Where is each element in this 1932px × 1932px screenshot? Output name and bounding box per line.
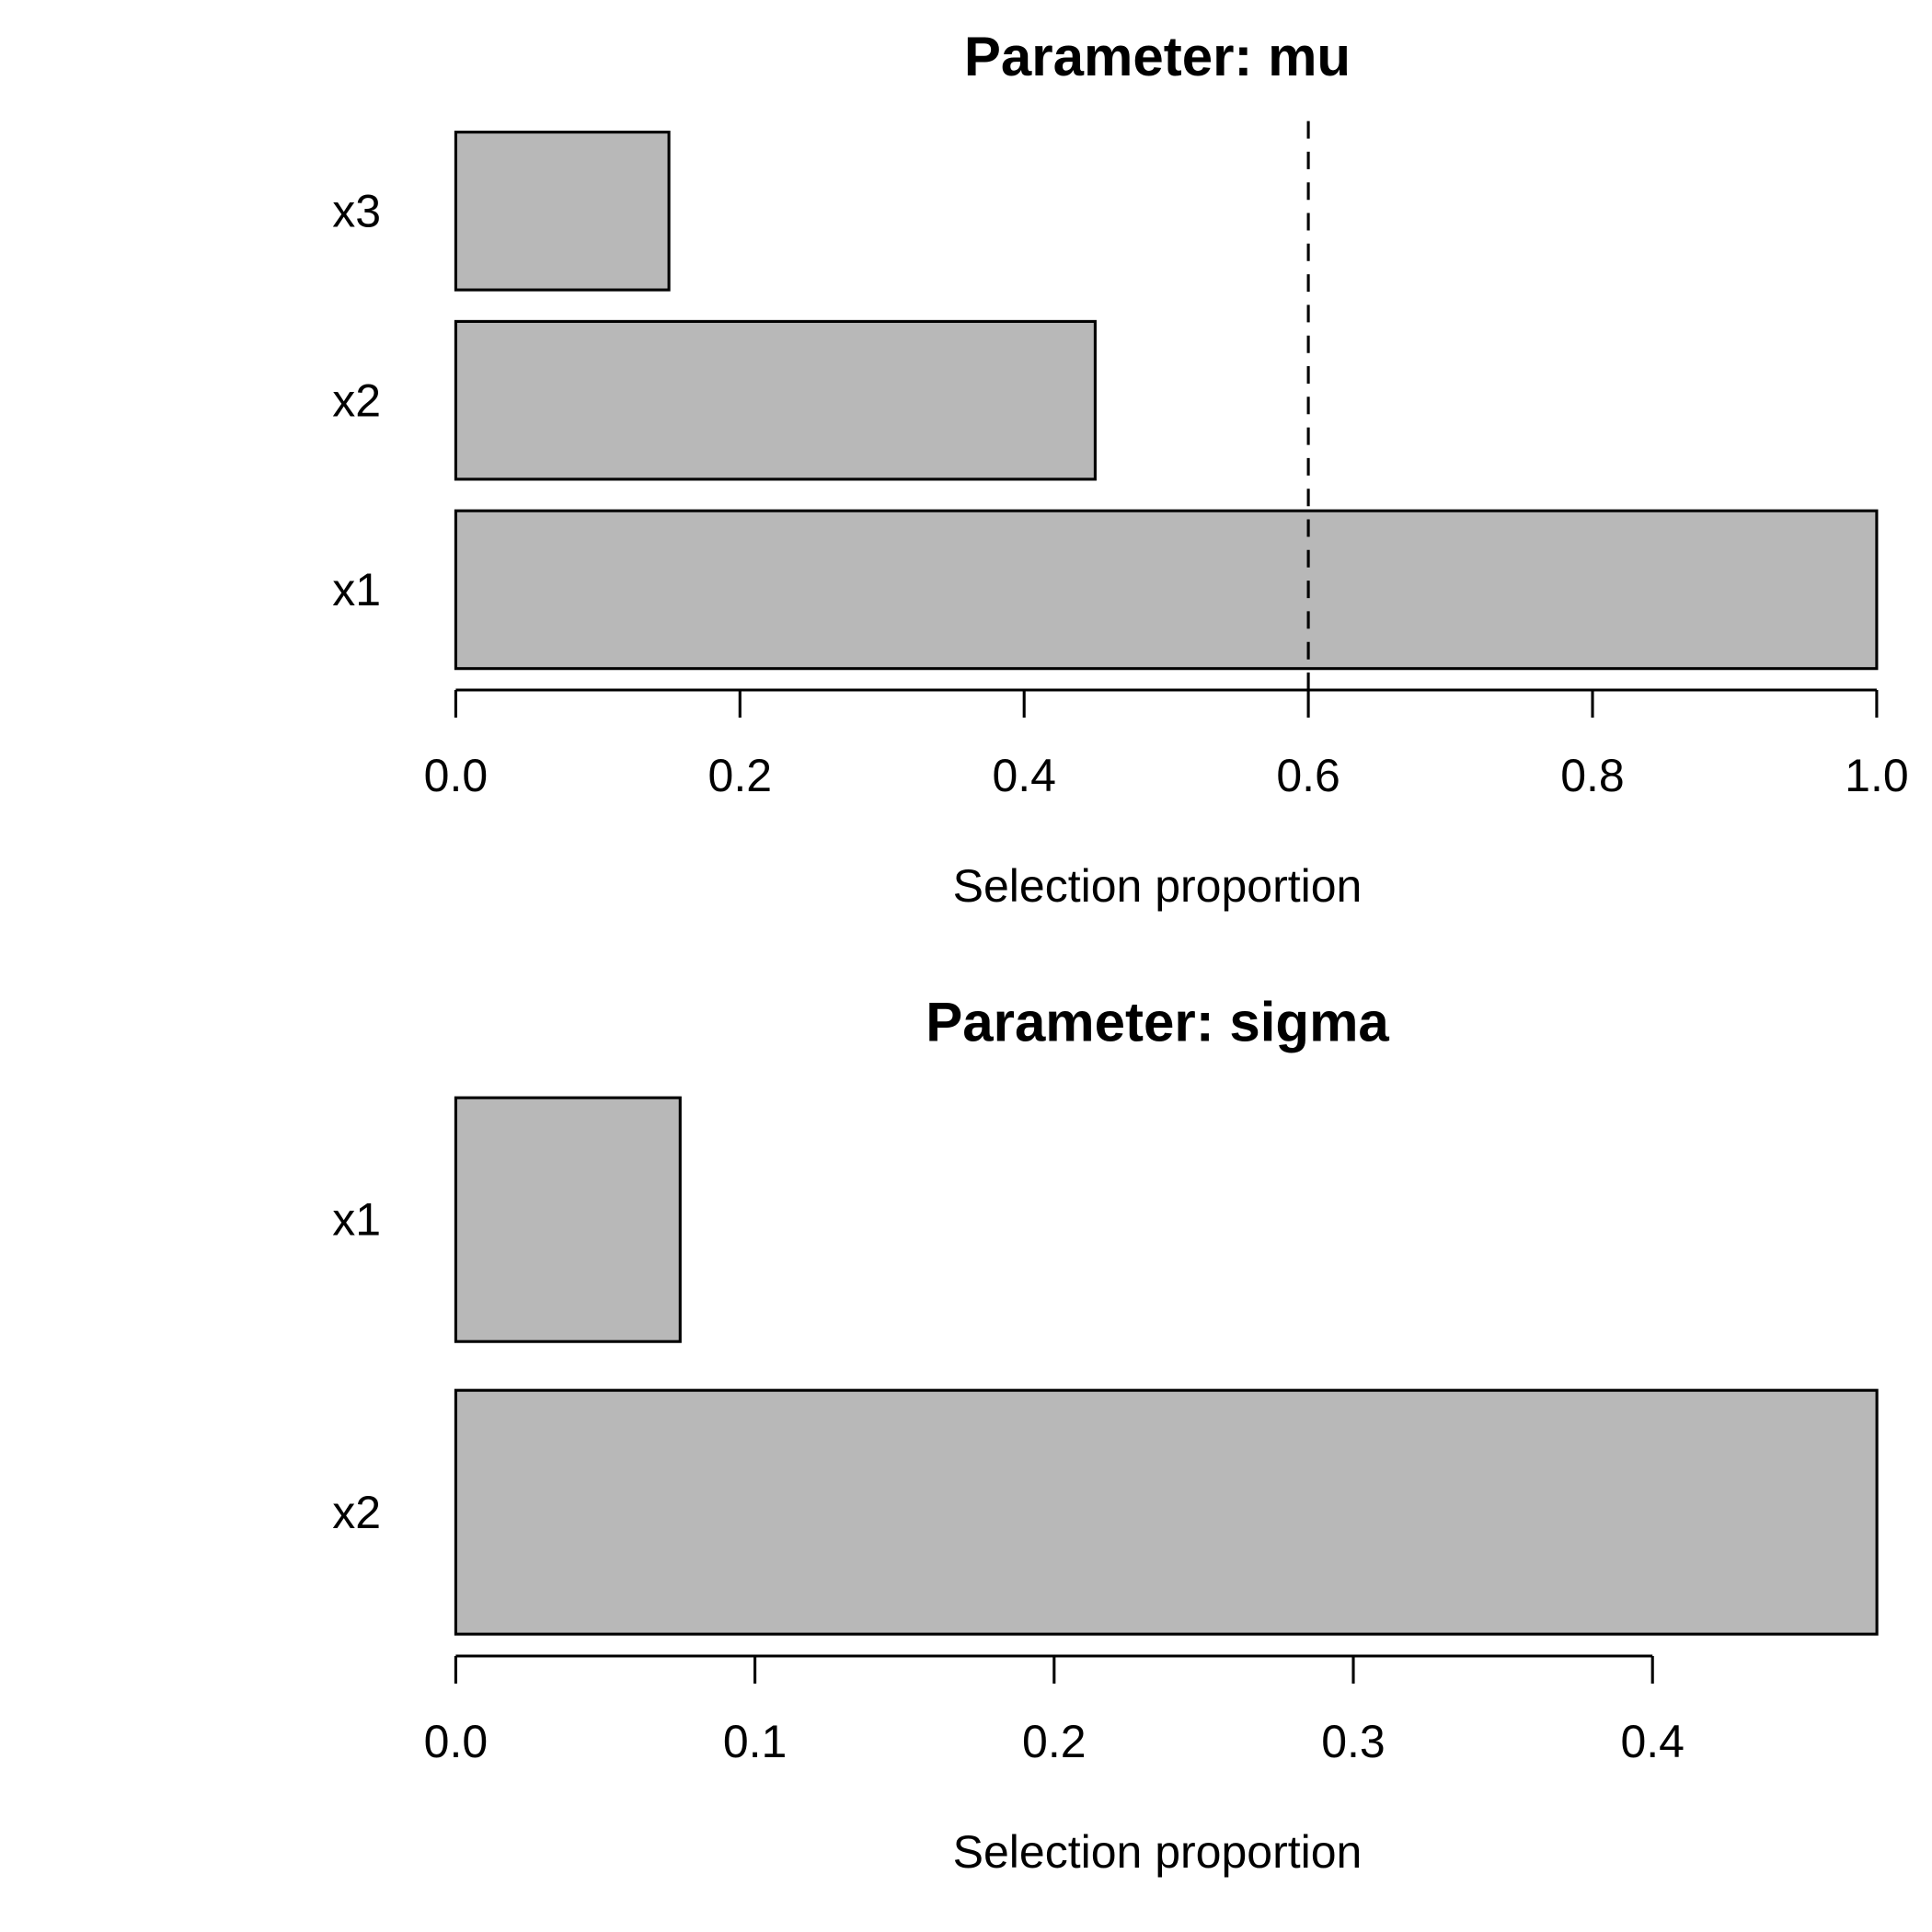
svg-text:0.1: 0.1 — [723, 1716, 788, 1767]
svg-text:1.0: 1.0 — [1845, 750, 1909, 801]
svg-text:x3: x3 — [332, 186, 381, 237]
svg-text:Parameter: sigma: Parameter: sigma — [926, 992, 1389, 1053]
svg-text:0.2: 0.2 — [1022, 1716, 1087, 1767]
svg-text:0.8: 0.8 — [1560, 750, 1625, 801]
svg-text:Selection proportion: Selection proportion — [953, 860, 1363, 912]
svg-text:x1: x1 — [332, 1193, 381, 1245]
svg-text:x2: x2 — [332, 374, 381, 426]
svg-text:0.4: 0.4 — [992, 750, 1056, 801]
svg-text:0.3: 0.3 — [1321, 1716, 1386, 1767]
svg-text:Selection proportion: Selection proportion — [953, 1826, 1363, 1878]
svg-text:x2: x2 — [332, 1487, 381, 1538]
svg-text:x1: x1 — [332, 564, 381, 615]
svg-text:0.0: 0.0 — [424, 1716, 489, 1767]
svg-text:Parameter: mu: Parameter: mu — [964, 26, 1351, 87]
svg-text:0.2: 0.2 — [708, 750, 773, 801]
svg-text:0.6: 0.6 — [1276, 750, 1340, 801]
svg-text:0.0: 0.0 — [424, 750, 489, 801]
svg-text:0.4: 0.4 — [1620, 1716, 1685, 1767]
